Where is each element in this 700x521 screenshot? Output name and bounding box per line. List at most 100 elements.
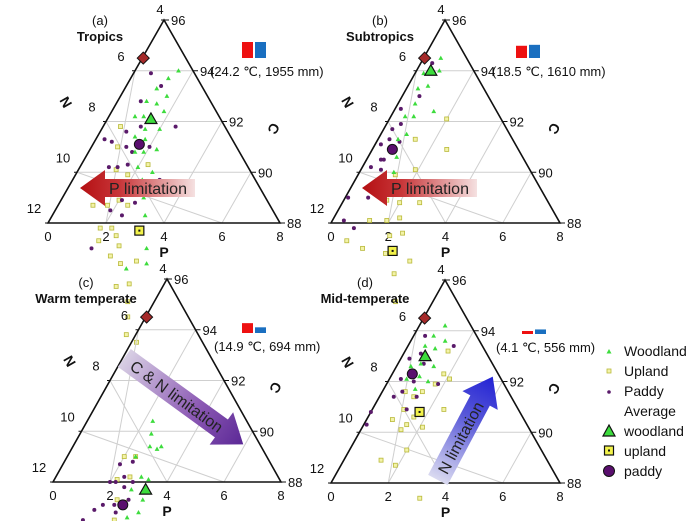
woodland-point (422, 343, 428, 348)
paddy-point (113, 510, 118, 515)
paddy-point (173, 124, 178, 129)
average-upland-center (418, 410, 421, 413)
n-tick-label: 8 (370, 360, 377, 375)
paddy-point (436, 382, 441, 387)
c-tick-label: 94 (203, 323, 217, 338)
p-tick-label: 2 (102, 229, 109, 244)
paddy-point (138, 124, 143, 129)
reference-diamond (136, 51, 150, 65)
precipitation-bar (255, 327, 266, 333)
paddy-point (417, 94, 422, 99)
c-tick-label: 88 (567, 476, 581, 491)
paddy-point (138, 99, 143, 104)
paddy-point (398, 122, 403, 127)
c-tick-label: 88 (288, 475, 302, 490)
woodland-point (408, 363, 414, 369)
woodland-point (133, 454, 139, 459)
upland-point (412, 136, 418, 142)
reference-diamond (417, 311, 432, 325)
c-tick-label: 96 (452, 273, 466, 288)
woodland-point (165, 75, 171, 81)
paddy-point (119, 213, 124, 218)
paddy-point (133, 200, 137, 205)
paddy-point (126, 497, 131, 502)
c-tick-label: 94 (481, 64, 495, 79)
woodland-point (140, 497, 146, 502)
woodland-point (154, 146, 160, 152)
n-tick-label: 12 (32, 460, 46, 475)
paddy-point (346, 195, 351, 200)
paddy-point (451, 343, 456, 348)
upland-point (90, 202, 96, 208)
woodland-point (146, 476, 151, 482)
upland-point (134, 258, 139, 264)
arrow-shape (117, 349, 244, 445)
upland-point (118, 124, 123, 129)
cn-limitation-arrow: C & N limitation (117, 349, 244, 445)
paddy-point (378, 142, 383, 147)
paddy-point (378, 157, 383, 162)
arrow-label: P limitation (109, 181, 187, 198)
paddy-point (351, 226, 356, 231)
n-tick-label: 4 (437, 2, 444, 17)
woodland-point (141, 113, 147, 119)
upland-point (125, 314, 131, 320)
woodland-point (147, 443, 153, 449)
woodland-point (418, 361, 424, 366)
precipitation-bar (529, 44, 540, 58)
woodland-point (442, 338, 448, 343)
n-axis-label: N (56, 94, 75, 111)
panel-c: 0 2 4 6 8 4 6 8 10 12 96 94 92 90 88 P N C (c)Warm tempera… (32, 261, 320, 521)
woodland-point (415, 86, 421, 91)
woodland-point (161, 108, 167, 114)
precipitation-bar (255, 42, 266, 58)
legend-label: paddy (624, 463, 662, 479)
upland-point (392, 462, 398, 468)
n-tick-label: 10 (56, 150, 70, 165)
gridline-n (387, 70, 417, 224)
woodland-point (150, 169, 155, 175)
woodland-point (141, 149, 147, 154)
woodland-point (144, 98, 149, 103)
upland-point (123, 332, 129, 338)
woodland-point (132, 134, 138, 139)
arrow-down-right: C & N limitation (117, 349, 244, 445)
arrow-label: P limitation (391, 181, 469, 198)
precipitation-bar (535, 329, 546, 334)
woodland-point (164, 93, 170, 98)
panel-d: 0 2 4 6 8 4 6 8 10 12 96 94 92 90 88 P N C (d)Mid-temperat… (310, 262, 595, 520)
gridline-n (105, 70, 136, 224)
upland-point (125, 299, 131, 305)
paddy-point (117, 462, 122, 467)
temperature-bar (242, 323, 253, 333)
woodland-point (154, 446, 160, 451)
upland-point (397, 200, 403, 206)
n-axis-label: N (60, 353, 79, 370)
p-limitation-arrow (80, 170, 195, 206)
upland-point (127, 474, 133, 480)
n-tick-label: 12 (27, 201, 41, 216)
n-tick-label: 6 (399, 49, 406, 64)
paddy-point (414, 394, 419, 399)
woodland-point (132, 113, 138, 119)
c-tick-label: 90 (538, 165, 552, 180)
p-tick-label: 8 (276, 229, 283, 244)
panel-a: 0 2 4 6 8 4 6 8 10 12 96 94 92 90 88 P N C (a)Tropics (24.2… (27, 2, 324, 345)
panel-label: (a) (92, 13, 108, 28)
upland-point (444, 116, 450, 122)
paddy-point (390, 127, 395, 132)
legend-label: upland (624, 443, 666, 459)
paddy-point (368, 409, 373, 414)
upland-point (400, 230, 405, 236)
legend-label: Upland (624, 363, 668, 379)
woodland-point (431, 363, 437, 369)
woodland-point (132, 149, 138, 154)
legend-label: Average (624, 403, 676, 419)
woodland-point (144, 261, 149, 266)
paddy-point (147, 144, 152, 149)
paddy-point (119, 198, 124, 203)
n-tick-label: 12 (310, 201, 324, 216)
woodland-point (142, 212, 148, 218)
c-axis-label: C (545, 120, 564, 137)
paddy-point (130, 480, 135, 484)
